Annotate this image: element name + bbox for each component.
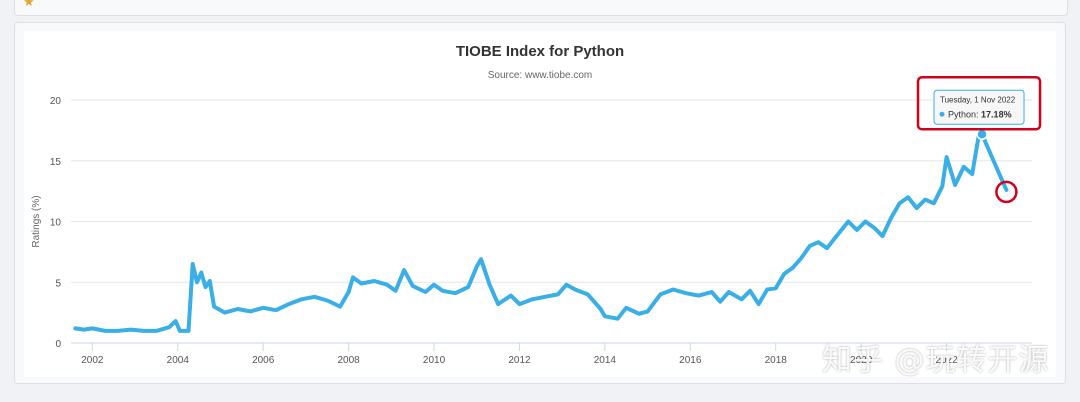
x-tick-label: 2020	[850, 355, 873, 366]
latest-point-highlight-circle	[995, 180, 1018, 204]
x-tick-label: 2008	[337, 355, 360, 366]
y-tick-label: 15	[50, 157, 62, 168]
chart-title: TIOBE Index for Python	[456, 43, 624, 60]
tooltip-value: Python: 17.18%	[948, 109, 1012, 119]
y-tick-label: 20	[50, 96, 62, 107]
x-tick-label: 2004	[167, 355, 190, 366]
x-tick-label: 2014	[594, 355, 617, 366]
star-icon: ★	[23, 0, 35, 9]
x-tick-label: 2012	[508, 355, 531, 366]
tooltip-date: Tuesday, 1 Nov 2022	[940, 95, 1016, 104]
watermark-text: 知乎 @玩转开源	[822, 343, 1050, 378]
y-tick-label: 0	[55, 339, 61, 350]
y-axis-label: Ratings (%)	[31, 195, 42, 247]
y-tick-label: 5	[55, 278, 61, 289]
tooltip-value-number: 17.18%	[981, 109, 1012, 119]
series-line-python	[73, 132, 1009, 333]
tooltip-box	[933, 89, 1025, 125]
tooltip-highlight-box	[916, 76, 1042, 131]
x-tick-label: 2002	[81, 355, 104, 366]
tiobe-line-chart: TIOBE Index for Python Source: www.tiobe.…	[31, 43, 1042, 366]
y-tick-label: 10	[50, 218, 62, 229]
x-tick-label: 2010	[423, 355, 446, 366]
chart-area: TIOBE Index for Python Source: www.tiobe.…	[24, 31, 1056, 377]
x-tick-label: 2016	[679, 355, 702, 366]
hovered-data-point	[976, 128, 988, 141]
x-tick-label: 2018	[765, 355, 788, 366]
previous-panel-edge: ★	[14, 0, 1068, 16]
chart-subtitle: Source: www.tiobe.com	[488, 70, 593, 81]
x-tick-label: 2006	[252, 355, 275, 366]
x-tick-label: 2022	[935, 355, 958, 366]
tooltip-series-name: Python:	[948, 109, 981, 119]
tooltip-series-marker	[939, 111, 945, 117]
